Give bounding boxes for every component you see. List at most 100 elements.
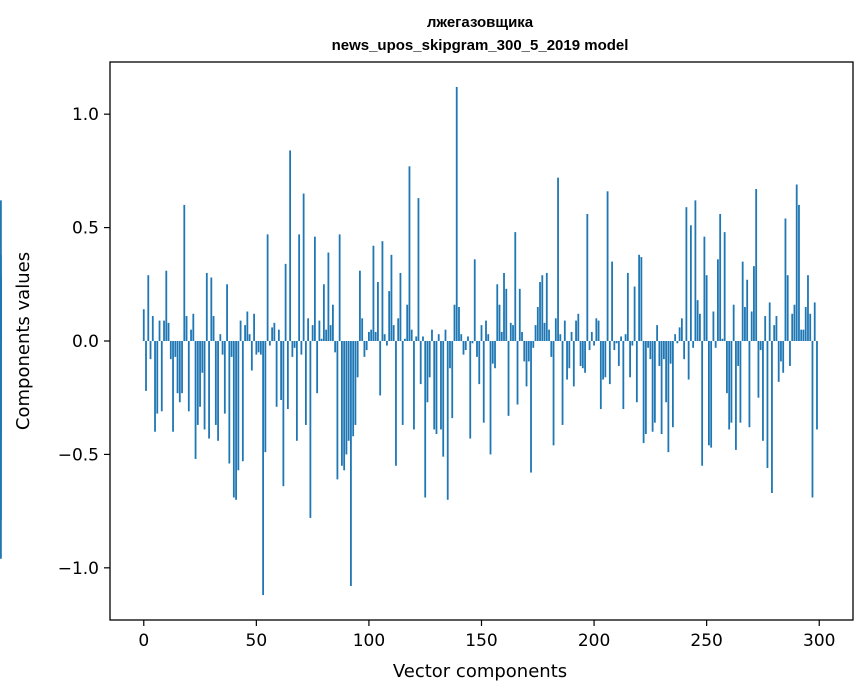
bar-214 bbox=[624, 334, 627, 341]
bar-87 bbox=[338, 234, 341, 341]
bar-129 bbox=[433, 341, 436, 430]
bar-182 bbox=[552, 341, 555, 446]
bar-95 bbox=[356, 341, 359, 378]
bar-288 bbox=[791, 313, 794, 341]
bar-undefined bbox=[0, 254, 2, 341]
bar-291 bbox=[798, 204, 800, 341]
bar-285 bbox=[784, 218, 787, 341]
bar-238 bbox=[678, 327, 681, 341]
bar-141 bbox=[460, 334, 463, 341]
bar-246 bbox=[696, 300, 699, 341]
bar-259 bbox=[726, 341, 728, 394]
bar-211 bbox=[617, 341, 620, 366]
bar-239 bbox=[680, 318, 683, 341]
bar-9 bbox=[163, 320, 165, 341]
bar-97 bbox=[361, 318, 364, 341]
bar-150 bbox=[480, 325, 483, 341]
bar-163 bbox=[509, 322, 512, 341]
bar-104 bbox=[377, 282, 379, 341]
bar-45 bbox=[244, 325, 246, 341]
bar-269 bbox=[748, 341, 751, 428]
bar-207 bbox=[608, 341, 611, 385]
bar-296 bbox=[809, 313, 812, 341]
bar-82 bbox=[327, 252, 330, 341]
bar-209 bbox=[613, 341, 616, 351]
x-axis-ticks: 0 50 100 150 200 250 300 bbox=[138, 620, 835, 651]
bar-188 bbox=[566, 341, 568, 380]
bar-198 bbox=[588, 341, 591, 351]
bar-83 bbox=[329, 325, 332, 341]
bar-208 bbox=[611, 261, 613, 341]
bar-235 bbox=[671, 341, 674, 428]
bar-65 bbox=[289, 150, 292, 341]
bar-108 bbox=[386, 341, 388, 346]
bar-274 bbox=[759, 341, 762, 351]
bar-117 bbox=[406, 304, 409, 341]
bar-126 bbox=[426, 341, 429, 403]
bar-64 bbox=[286, 341, 289, 410]
bar-252 bbox=[710, 341, 713, 448]
bar-290 bbox=[795, 184, 798, 341]
bar-263 bbox=[735, 341, 737, 450]
bar-105 bbox=[379, 341, 382, 396]
bar-74 bbox=[309, 341, 312, 518]
bar-172 bbox=[530, 341, 532, 473]
bar-249 bbox=[703, 236, 706, 341]
bar-155 bbox=[491, 341, 494, 364]
bar-241 bbox=[685, 207, 688, 341]
bar-66 bbox=[291, 341, 294, 357]
bar-20 bbox=[187, 341, 190, 412]
bar-102 bbox=[372, 245, 375, 341]
bar-26 bbox=[201, 341, 204, 373]
bar-213 bbox=[622, 341, 625, 410]
bar-121 bbox=[415, 336, 418, 341]
bar-287 bbox=[789, 341, 791, 366]
bar-185 bbox=[559, 334, 562, 341]
bar-162 bbox=[507, 341, 510, 416]
bar-181 bbox=[550, 341, 553, 357]
bar-196 bbox=[584, 341, 586, 373]
bar-106 bbox=[381, 241, 384, 341]
bar-122 bbox=[417, 198, 420, 341]
bar-142 bbox=[462, 341, 465, 355]
bar-195 bbox=[581, 341, 584, 369]
bar-103 bbox=[374, 331, 377, 341]
bar-140 bbox=[458, 306, 460, 341]
bar-240 bbox=[683, 341, 686, 360]
bar-204 bbox=[602, 341, 604, 380]
bar-131 bbox=[437, 334, 440, 341]
bar-116 bbox=[404, 338, 406, 341]
bar-53 bbox=[262, 341, 264, 596]
bar-30 bbox=[210, 277, 213, 341]
bar-275 bbox=[762, 341, 764, 441]
x-tick-label: 200 bbox=[578, 631, 610, 651]
bar-222 bbox=[642, 341, 645, 444]
bar-134 bbox=[444, 329, 447, 341]
bar-146 bbox=[471, 341, 474, 344]
bar-294 bbox=[804, 306, 807, 341]
bar-48 bbox=[250, 341, 253, 371]
y-axis-label: Components values bbox=[13, 252, 34, 430]
bar-253 bbox=[712, 311, 715, 341]
bar-137 bbox=[451, 341, 454, 419]
x-tick-label: 0 bbox=[138, 631, 149, 651]
bar-254 bbox=[714, 341, 717, 348]
bar-89 bbox=[343, 341, 346, 471]
x-axis-label: Vector components bbox=[393, 661, 567, 682]
bar-63 bbox=[284, 263, 287, 341]
bar-79 bbox=[320, 338, 323, 341]
bar-264 bbox=[737, 341, 740, 366]
y-axis-ticks: −1.0 −0.5 0.0 0.5 1.0 bbox=[58, 105, 110, 579]
bar-10 bbox=[165, 270, 168, 341]
bar-243 bbox=[689, 225, 692, 341]
bar-96 bbox=[359, 270, 361, 341]
bar-80 bbox=[322, 284, 325, 341]
bar-118 bbox=[408, 166, 411, 341]
bar-41 bbox=[235, 341, 237, 500]
bar-158 bbox=[498, 304, 501, 341]
bar-232 bbox=[665, 341, 668, 403]
bar-250 bbox=[705, 275, 708, 341]
bar-161 bbox=[505, 288, 508, 341]
bar-55 bbox=[266, 234, 269, 341]
bar-167 bbox=[518, 288, 521, 341]
